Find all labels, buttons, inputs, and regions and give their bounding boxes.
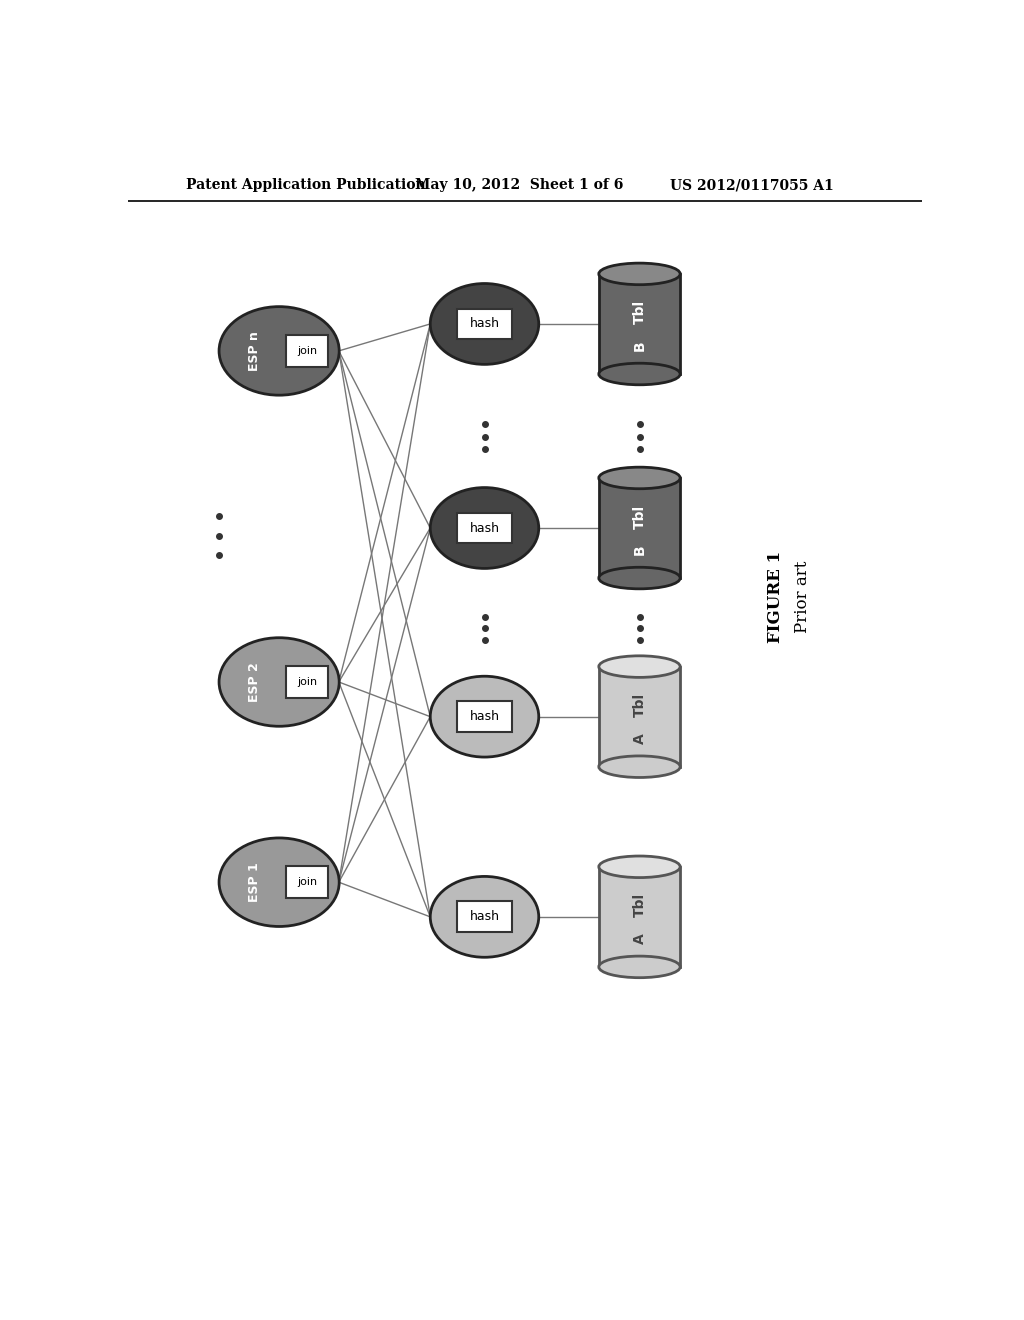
Bar [599,478,680,578]
FancyBboxPatch shape [286,335,328,367]
Text: B: B [633,544,646,554]
Text: join: join [297,677,317,686]
FancyBboxPatch shape [457,701,512,733]
Text: hash: hash [469,911,500,924]
Ellipse shape [219,838,339,927]
Text: ESP 1: ESP 1 [248,862,261,902]
FancyBboxPatch shape [457,309,512,339]
Ellipse shape [430,487,539,569]
Ellipse shape [599,568,680,589]
Ellipse shape [599,756,680,777]
Text: hash: hash [469,317,500,330]
Text: hash: hash [469,521,500,535]
Text: ESP 2: ESP 2 [248,663,261,702]
Bar [599,667,680,767]
Ellipse shape [599,363,680,385]
Text: Tbl: Tbl [633,504,646,528]
FancyBboxPatch shape [286,665,328,698]
Text: A: A [633,733,646,743]
Ellipse shape [430,284,539,364]
Text: B: B [633,341,646,351]
Text: join: join [297,346,317,356]
Text: Tbl: Tbl [633,301,646,325]
Ellipse shape [219,306,339,395]
Text: Tbl: Tbl [633,894,646,917]
Bar [599,867,680,966]
FancyBboxPatch shape [286,866,328,899]
Ellipse shape [430,876,539,957]
Text: FIGURE 1: FIGURE 1 [767,552,783,643]
Text: A: A [633,933,646,944]
Bar [599,275,680,374]
Text: Patent Application Publication: Patent Application Publication [186,178,426,193]
Text: Prior art: Prior art [794,561,811,634]
FancyBboxPatch shape [457,512,512,544]
Text: hash: hash [469,710,500,723]
Text: May 10, 2012  Sheet 1 of 6: May 10, 2012 Sheet 1 of 6 [415,178,624,193]
Ellipse shape [599,467,680,488]
Text: US 2012/0117055 A1: US 2012/0117055 A1 [671,178,835,193]
Text: join: join [297,878,317,887]
Ellipse shape [599,956,680,978]
Ellipse shape [599,857,680,878]
Ellipse shape [599,263,680,285]
Ellipse shape [599,656,680,677]
Text: ESP n: ESP n [248,331,261,371]
Text: Tbl: Tbl [633,693,646,717]
FancyBboxPatch shape [457,902,512,932]
Ellipse shape [219,638,339,726]
Ellipse shape [430,676,539,758]
